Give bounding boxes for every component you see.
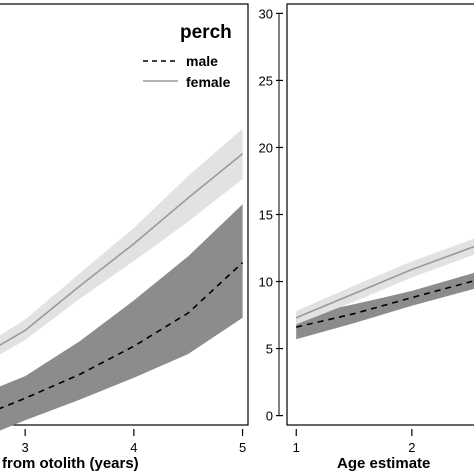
left-panel-title: perch xyxy=(180,22,232,43)
right-x-tick-label: 2 xyxy=(408,440,415,455)
left-panel: 3 4 5 perch male female from otolith (year… xyxy=(0,3,249,472)
left-line-male xyxy=(0,262,244,410)
right-x-tick-label: 1 xyxy=(293,440,300,455)
right-x-axis-label: Age estimate xyxy=(337,455,430,472)
right-plot-frame xyxy=(286,3,474,426)
right-line-series-2 xyxy=(295,245,474,319)
right-y-ticks: 0 5 10 15 20 25 30 xyxy=(259,6,283,424)
right-y-tick-label: 30 xyxy=(259,6,273,21)
left-series-lines xyxy=(0,153,244,410)
right-y-tick-label: 10 xyxy=(259,275,273,290)
left-x-axis-label: from otolith (years) xyxy=(2,455,139,472)
left-line-female xyxy=(0,153,244,346)
right-line-series-1 xyxy=(296,280,474,328)
left-confidence-bands xyxy=(0,128,243,431)
left-x-tick-label: 5 xyxy=(239,440,246,455)
left-band-male xyxy=(0,204,243,431)
left-plot-frame xyxy=(0,3,249,426)
right-y-tick-label: 0 xyxy=(266,409,273,424)
left-band-female xyxy=(0,128,243,355)
right-y-tick-label: 15 xyxy=(259,208,273,223)
right-band-series-1 xyxy=(296,272,474,340)
left-x-ticks: 3 4 5 xyxy=(22,429,246,455)
right-y-tick-label: 25 xyxy=(259,73,273,88)
right-y-tick-label: 20 xyxy=(259,140,273,155)
left-x-tick-label: 3 xyxy=(22,440,29,455)
legend: male female xyxy=(143,53,231,90)
right-series-lines xyxy=(295,245,474,328)
right-y-tick-label: 5 xyxy=(266,342,273,357)
left-x-tick-label: 4 xyxy=(130,440,137,455)
legend-female-label: female xyxy=(186,74,231,90)
legend-male-label: male xyxy=(186,53,218,69)
